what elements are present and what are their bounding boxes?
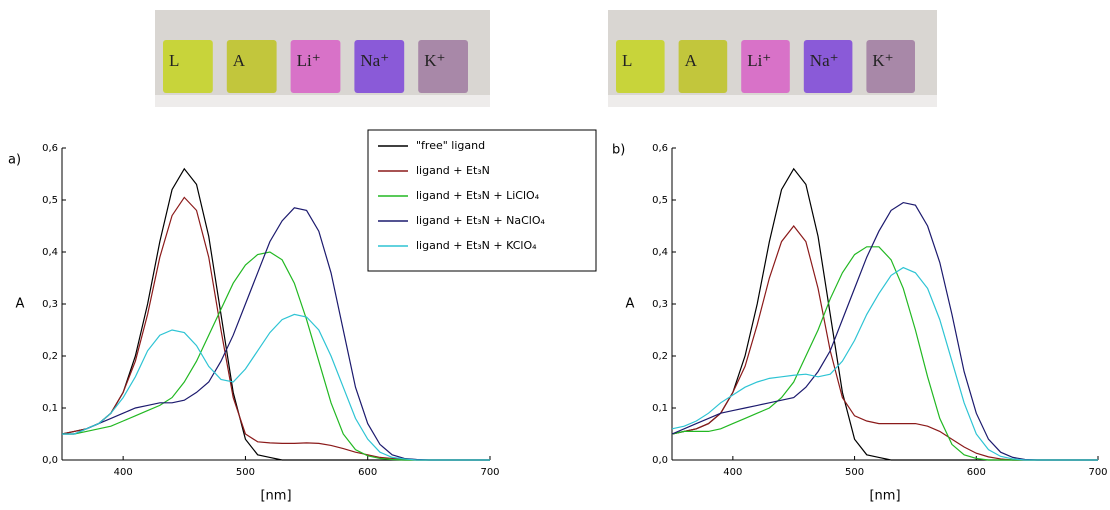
x-tick-label: 700: [1088, 467, 1107, 478]
y-tick-label: 0,4: [42, 247, 58, 258]
y-tick-label: 0,4: [652, 247, 668, 258]
vial: [803, 40, 853, 93]
y-tick-label: 0,3: [42, 299, 58, 310]
x-tick-label: 700: [480, 467, 499, 478]
y-tick-label: 0,0: [42, 455, 58, 466]
x-tick-label: 500: [845, 467, 864, 478]
vial: [418, 40, 468, 93]
legend-text: ligand + Et₃N + LiClO₄: [416, 189, 540, 202]
legend-text: "free" ligand: [416, 139, 485, 152]
vial: [354, 40, 405, 93]
line-series: [671, 201, 1098, 461]
y-tick-label: 0,1: [42, 403, 58, 414]
photo-label: Na⁺: [360, 51, 389, 70]
y-tick-label: 0,5: [652, 195, 668, 206]
vial: [678, 40, 728, 93]
photo-label: A: [233, 51, 246, 70]
vial: [226, 40, 277, 93]
line-series: [62, 313, 490, 461]
x-tick-label: 600: [358, 467, 377, 478]
y-tick-label: 0,2: [652, 351, 668, 362]
legend-text: ligand + Et₃N: [416, 164, 490, 177]
line-series: [671, 246, 1098, 461]
y-tick-label: 0,0: [652, 455, 668, 466]
x-tick-label: 500: [236, 467, 255, 478]
photo-label: L: [169, 51, 179, 70]
photo-label: A: [685, 51, 698, 70]
photo-label: Li⁺: [747, 51, 771, 70]
line-series: [62, 251, 490, 461]
vial: [741, 40, 790, 93]
y-axis-label: A: [626, 297, 635, 312]
photo-shelf: [608, 95, 937, 107]
legend: [367, 129, 597, 272]
y-tick-label: 0,2: [42, 351, 58, 362]
y-tick-label: 0,6: [652, 143, 668, 154]
y-axis-label: A: [16, 297, 25, 312]
x-tick-label: 400: [114, 467, 133, 478]
y-tick-label: 0,6: [42, 143, 58, 154]
photo-label: K⁺: [424, 51, 445, 70]
vial: [616, 40, 665, 93]
vial: [163, 40, 213, 93]
x-tick-label: 600: [967, 467, 986, 478]
x-axis-label: [nm]: [260, 489, 291, 504]
vial: [866, 40, 915, 93]
vial: [290, 40, 341, 93]
photo-label: Na⁺: [810, 51, 839, 70]
x-axis-label: [nm]: [869, 489, 900, 504]
panel-label: a): [8, 153, 21, 168]
photo-shelf: [155, 95, 490, 107]
y-tick-label: 0,5: [42, 195, 58, 206]
legend-text: ligand + Et₃N + NaClO₄: [416, 214, 545, 227]
photo-label: Li⁺: [297, 51, 321, 70]
line-series: [671, 167, 1098, 461]
y-tick-label: 0,3: [652, 299, 668, 310]
panel-label: b): [612, 143, 625, 158]
photo-label: L: [622, 51, 632, 70]
photo-label: K⁺: [872, 51, 893, 70]
y-tick-label: 0,1: [652, 403, 668, 414]
x-tick-label: 400: [723, 467, 742, 478]
legend-text: ligand + Et₃N + KClO₄: [416, 239, 537, 252]
line-series: [671, 225, 1098, 461]
line-series: [671, 266, 1098, 461]
